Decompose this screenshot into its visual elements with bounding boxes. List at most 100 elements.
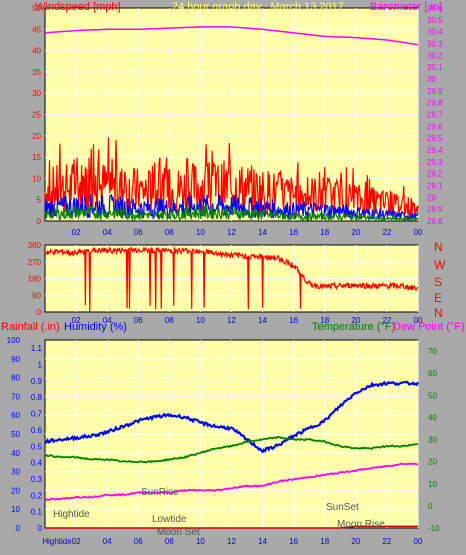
temp-x-tick-label: 14 <box>258 537 267 546</box>
wind-tick-label: 45 <box>32 25 41 34</box>
wind-tick-label: 0 <box>37 217 42 226</box>
barometer-tick-label: 30.2 <box>427 51 443 60</box>
annotation-lowtide: Lowtide <box>152 514 187 525</box>
wind-x-tick-label: 10 <box>196 228 205 237</box>
humidity-tick-label: 70 <box>11 392 20 401</box>
chart-title: 24 hour graph day : March 13 2017 <box>172 1 344 13</box>
humidity-tick-label: 90 <box>11 355 20 364</box>
rain-tick-label: 0.3 <box>31 475 43 484</box>
direction-x-tick-label: 06 <box>134 316 143 325</box>
wind-tick-label: 50 <box>32 4 41 13</box>
barometer-tick-label: 30.4 <box>427 28 443 37</box>
humidity-tick-label: 20 <box>11 486 20 495</box>
humidity-tick-label: 80 <box>11 374 20 383</box>
temp-x-tick-label: 02 <box>72 537 81 546</box>
direction-x-tick-label: 02 <box>72 316 81 325</box>
temp-x-tick-label: 10 <box>196 537 205 546</box>
barometer-tick-label: 28.8 <box>427 217 443 226</box>
direction-x-tick-label: 10 <box>196 316 205 325</box>
wind-series-min <box>44 203 419 223</box>
barometer-tick-label: 29.1 <box>427 182 443 191</box>
dir-label-n-top: N <box>434 240 443 254</box>
wind-x-tick-label: 18 <box>320 228 329 237</box>
temp-x-tick-label: 04 <box>103 537 112 546</box>
humidity-tick-label: 0 <box>16 524 21 533</box>
temp-tick-label: 10 <box>428 480 437 489</box>
barometer-axis-label: Barometer [.in] <box>370 1 442 13</box>
barometer-tick-label: 30.5 <box>427 16 443 25</box>
direction-x-tick-label: 20 <box>351 316 360 325</box>
temp-series-temperature-f- <box>44 435 419 464</box>
temp-x-tick-label: 00 <box>414 537 423 546</box>
barometer-tick-label: 28.9 <box>427 205 443 214</box>
wind-tick-label: 20 <box>32 132 41 141</box>
wind-tick-label: 5 <box>37 196 42 205</box>
temp-x-tick-label: 12 <box>227 537 236 546</box>
annotation-moonrise: Moon Rise <box>337 519 385 530</box>
dir-label-n-bottom: N <box>434 306 443 320</box>
direction-tick-label: 90 <box>32 291 41 300</box>
wind-tick-label: 40 <box>32 47 41 56</box>
humidity-tick-label: 30 <box>11 468 20 477</box>
direction-series <box>44 245 419 312</box>
direction-tick-label: 180 <box>28 275 42 284</box>
humidity-tick-label: 50 <box>11 430 20 439</box>
rain-tick-label: 0.1 <box>31 508 43 517</box>
humidity-tick-label: 60 <box>11 411 20 420</box>
wind-tick-label: 10 <box>32 174 41 183</box>
wind-series-gust <box>44 137 419 219</box>
temp-series-rainfall-in- <box>45 525 418 529</box>
barometer-tick-label: 30.1 <box>427 63 443 72</box>
annotation-sunrise: SunRise <box>141 487 179 498</box>
temp-x-tick-label: 18 <box>320 537 329 546</box>
wind-x-tick-label: 20 <box>351 228 360 237</box>
barometer-tick-label: 29.6 <box>427 122 443 131</box>
wind-x-tick-label: 16 <box>289 228 298 237</box>
wind-x-tick-label: 02 <box>72 228 81 237</box>
barometer-tick-label: 29.8 <box>427 99 443 108</box>
wind-x-tick-label: 14 <box>258 228 267 237</box>
temp-x-tick-label: 22 <box>382 537 391 546</box>
temp-x-tick-label: 16 <box>289 537 298 546</box>
rain-tick-label: 0.2 <box>31 491 43 500</box>
rainfall-label: Rainfall (.in) <box>1 321 60 333</box>
direction-x-tick-label: 18 <box>320 316 329 325</box>
dewpoint-label: Dew Point (°F) <box>393 321 465 333</box>
temp-x-tick-label: 20 <box>351 537 360 546</box>
barometer-tick-label: 29.4 <box>427 146 443 155</box>
annotation-sunset: SunSet <box>326 502 359 513</box>
wind-x-tick-label: 08 <box>165 228 174 237</box>
direction-x-tick-label: 04 <box>103 316 112 325</box>
rain-tick-label: 1 <box>38 361 43 370</box>
temp-series-dew-point-f- <box>44 462 419 501</box>
wind-x-tick-label: 04 <box>103 228 112 237</box>
rain-tick-label: 0.6 <box>31 426 43 435</box>
wind-x-tick-label: 00 <box>414 228 423 237</box>
direction-x-tick-label: 14 <box>258 316 267 325</box>
temp-x-tick-label: Hightide <box>42 537 72 546</box>
barometer-tick-label: 29.7 <box>427 111 443 120</box>
dir-label-s: S <box>434 275 442 289</box>
wind-axis-label: Windspeed [mph] <box>35 1 121 13</box>
barometer-tick-label: 29.2 <box>427 170 443 179</box>
barometer-tick-label: 29 <box>427 193 436 202</box>
annotation-moonset: Moon Set <box>157 527 200 538</box>
barometer-tick-label: 29.9 <box>427 87 443 96</box>
humidity-tick-label: 10 <box>11 505 20 514</box>
wind-x-tick-label: 12 <box>227 228 236 237</box>
direction-x-tick-label: 16 <box>289 316 298 325</box>
rain-tick-label: 0.5 <box>31 442 43 451</box>
temperature-label: Temperature (°F) <box>312 321 395 333</box>
temp-tick-label: 50 <box>428 391 437 400</box>
direction-x-tick-label: 12 <box>227 316 236 325</box>
dir-label-e: E <box>434 291 442 305</box>
direction-tick-label: 360 <box>28 241 42 250</box>
direction-tick-label: 0 <box>37 308 42 317</box>
wind-tick-label: 15 <box>32 153 41 162</box>
humidity-tick-label: 40 <box>11 449 20 458</box>
rain-tick-label: 0.9 <box>31 377 43 386</box>
barometer-tick-label: 29.3 <box>427 158 443 167</box>
temp-tick-label: -10 <box>428 524 440 533</box>
